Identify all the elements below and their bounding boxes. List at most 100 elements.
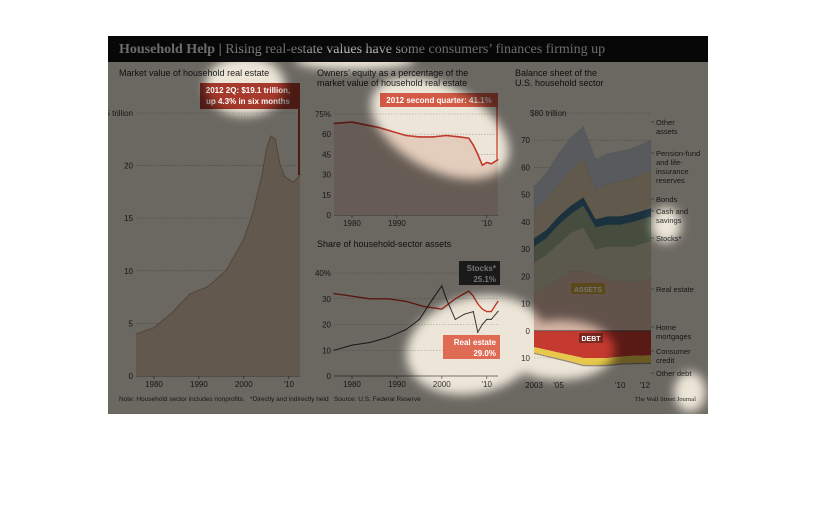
p4-stack-point xyxy=(619,150,621,152)
p1-ytick-label: 20 xyxy=(124,162,133,171)
p1-data-point xyxy=(153,327,155,329)
p4-ytick-label: 0 xyxy=(526,327,531,336)
p2-annotation-text: 2012 second quarter: 41.1% xyxy=(386,96,491,105)
p4-ytick-label: 60 xyxy=(521,163,530,172)
p1-data-point xyxy=(261,175,263,177)
p2-data-point xyxy=(472,144,474,146)
p2-data-point xyxy=(378,126,380,129)
p4-stack-point xyxy=(545,172,547,174)
p4-label-pension-fund-and-life-insurance-reserves-line1: Pension-fund xyxy=(656,149,700,158)
p2-data-point xyxy=(333,122,335,125)
p4-stack-point xyxy=(558,153,560,155)
p3-xtick-label: 1990 xyxy=(388,380,406,389)
p4-label-cash-and-savings-line1: Cash and xyxy=(656,207,688,216)
p2-data-point xyxy=(477,153,479,155)
p1-data-point xyxy=(283,175,285,177)
p1-data-point xyxy=(243,238,245,240)
p4-xtick-label: '05 xyxy=(553,381,564,390)
p3-line-real-estate xyxy=(333,290,499,313)
footer-note: Note: Household sector includes nonprofi… xyxy=(119,396,421,403)
p2-data-point xyxy=(405,134,407,137)
p4-label-pension-fund-and-life-insurance-reserves-line2: and life- xyxy=(656,158,683,167)
p4-xtick-label: '12 xyxy=(640,381,651,390)
p3-ytick-label: 0 xyxy=(327,372,332,381)
p4-label-bonds-line1: Bonds xyxy=(656,195,678,204)
p4-stack-point xyxy=(533,186,535,187)
p3-stocks-point xyxy=(333,349,335,351)
wsj-figure: Household Help | Rising real-estate valu… xyxy=(108,36,708,414)
p4-ytick-label: 10 xyxy=(521,354,530,363)
p3-stocks-point xyxy=(497,310,499,312)
p1-data-point xyxy=(252,212,254,214)
p4-label-consumer-credit-line2: credit xyxy=(656,356,675,365)
p1-data-point xyxy=(207,285,209,288)
p4-xtick-label: 2003 xyxy=(525,381,543,390)
p3-stocks-point xyxy=(418,318,420,320)
p2-ytick-label: 30 xyxy=(322,171,331,180)
p1-data-point xyxy=(292,181,294,184)
p3-stocks-point xyxy=(490,318,492,320)
p4-stack-point xyxy=(632,147,634,149)
p4-ytick-label: 70 xyxy=(521,136,530,145)
p1-data-point xyxy=(270,135,272,137)
p3-real-estate-label-line2: 29.0% xyxy=(473,349,496,358)
p3-real-estate-point xyxy=(333,293,335,295)
p1-area xyxy=(136,136,300,376)
p2-ytick-label: 0 xyxy=(327,211,332,220)
p2-data-point xyxy=(468,137,470,139)
p3-stocks-point xyxy=(486,318,488,320)
p3-stocks-point xyxy=(432,298,434,300)
p1-ytick-label: $25 trillion xyxy=(108,109,133,118)
p3-stocks-point xyxy=(477,331,479,333)
p3-real-estate-point xyxy=(472,295,474,297)
p1-data-point xyxy=(171,312,173,314)
chart-real-estate-value: 0 5 10 15 20 $25 trillion 1980 1990 20 0 0 '10 2012 … xyxy=(108,83,700,390)
p2-data-point xyxy=(445,134,447,137)
p4-label-other-assets-line2: assets xyxy=(656,127,678,136)
p4-assets-label: ASSETS xyxy=(574,287,602,294)
p1-annotation-line2: up 4.3% in six months xyxy=(206,97,291,106)
p4-ytick-label: 30 xyxy=(521,245,530,254)
p4-label-stocks--line1: Stocks* xyxy=(656,234,682,243)
p3-ytick-label: 10 xyxy=(322,346,331,355)
p4-label-other-debt-line1: Other debt xyxy=(656,369,692,378)
note-source: Source: U.S. Federal Reserve xyxy=(334,396,421,403)
p2-xtick-label: '10 xyxy=(482,219,493,228)
p1-xtick-label: 1980 xyxy=(145,380,163,389)
p3-real-estate-point xyxy=(405,300,407,302)
p2-data-point xyxy=(432,136,434,138)
p4-stack-point xyxy=(595,158,597,160)
p3-real-estate-point xyxy=(477,303,479,305)
p4-label-home-mortgages-line1: Home xyxy=(656,323,676,332)
p3-stocks-point xyxy=(441,285,443,287)
p3-xtick-label: '10 xyxy=(482,380,493,389)
p1-ytick-label: 5 xyxy=(129,319,134,328)
p1-annotation-line1: 2012 2Q: $19.1 trillion, xyxy=(206,86,290,95)
p3-stocks-point xyxy=(387,336,389,338)
p2-ytick-label: 75% xyxy=(315,110,331,119)
p2-data-point xyxy=(486,161,488,164)
p1-data-point xyxy=(225,270,227,272)
p3-real-estate-point xyxy=(481,308,483,310)
p3-real-estate-point xyxy=(441,308,443,310)
p1-data-point xyxy=(288,178,290,180)
p3-stocks-point xyxy=(454,318,456,320)
p2-xtick-label: 1980 xyxy=(343,219,361,228)
p3-real-estate-point xyxy=(387,298,389,300)
p4-label-real-estate-line1: Real estate xyxy=(656,285,694,294)
p4-ytick-label: 40 xyxy=(521,218,530,227)
p2-ytick-label: 60 xyxy=(322,130,331,139)
p4-ytick-label: 10 xyxy=(521,300,530,309)
p2-data-point xyxy=(418,136,420,138)
p3-ytick-label: 30 xyxy=(322,295,331,304)
p3-real-estate-point xyxy=(497,300,499,302)
p3-stocks-point xyxy=(405,329,407,331)
p2-ytick-label: 45 xyxy=(322,150,331,159)
p1-data-point xyxy=(274,138,276,140)
p2-data-point xyxy=(391,130,394,133)
p4-stack-point xyxy=(650,139,652,141)
p4-ytick-label: 20 xyxy=(521,272,530,281)
p3-stocks-point xyxy=(369,341,371,344)
p4-stack-point xyxy=(582,126,584,128)
p2-ytick-label: 15 xyxy=(322,191,331,200)
